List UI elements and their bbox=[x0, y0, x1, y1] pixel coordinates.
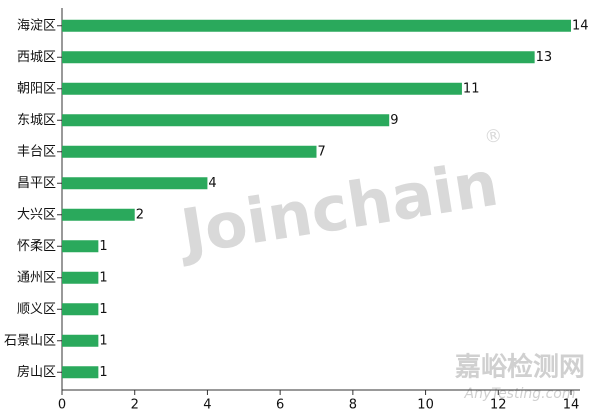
y-tick-label: 石景山区 bbox=[4, 333, 56, 348]
watermark: Joinchain bbox=[172, 147, 503, 270]
y-tick-label: 房山区 bbox=[17, 364, 56, 380]
data-label: 7 bbox=[318, 144, 326, 159]
bar bbox=[62, 303, 99, 316]
y-tick-label: 昌平区 bbox=[17, 176, 56, 191]
x-tick-label: 12 bbox=[490, 398, 507, 413]
watermark: 嘉峪检测网 bbox=[455, 352, 585, 383]
bar bbox=[62, 240, 99, 253]
y-tick-label: 朝阳区 bbox=[17, 81, 56, 96]
data-label: 1 bbox=[99, 302, 107, 317]
watermark: AnyTesting.com bbox=[464, 386, 576, 402]
x-tick-label: 2 bbox=[131, 398, 139, 413]
bar bbox=[62, 82, 462, 95]
bar bbox=[62, 114, 390, 127]
x-tick-label: 14 bbox=[563, 398, 580, 413]
data-label: 2 bbox=[136, 207, 144, 222]
x-tick-label: 8 bbox=[349, 398, 357, 413]
y-tick-label: 丰台区 bbox=[17, 144, 56, 159]
bar bbox=[62, 145, 317, 158]
bar bbox=[62, 19, 571, 32]
data-label: 1 bbox=[99, 239, 107, 254]
y-tick-label: 大兴区 bbox=[17, 207, 56, 222]
data-label: 9 bbox=[390, 113, 398, 128]
bar bbox=[62, 208, 135, 221]
watermark: ® bbox=[483, 125, 504, 149]
bar bbox=[62, 271, 99, 284]
y-tick-label: 西城区 bbox=[17, 50, 56, 65]
x-tick-label: 6 bbox=[276, 398, 284, 413]
y-tick-label: 海淀区 bbox=[17, 18, 56, 33]
data-label: 13 bbox=[536, 50, 553, 65]
y-tick-label: 通州区 bbox=[17, 270, 56, 285]
y-tick-label: 顺义区 bbox=[17, 302, 56, 317]
data-label: 11 bbox=[463, 81, 480, 96]
y-tick-label: 怀柔区 bbox=[17, 239, 56, 254]
bar bbox=[62, 51, 535, 64]
data-label: 4 bbox=[208, 176, 216, 191]
data-label: 1 bbox=[99, 333, 107, 348]
bar bbox=[62, 177, 208, 190]
data-label: 1 bbox=[99, 270, 107, 285]
data-label: 1 bbox=[99, 365, 107, 380]
x-tick-label: 0 bbox=[58, 398, 66, 413]
y-tick-label: 东城区 bbox=[17, 113, 56, 128]
bar bbox=[62, 334, 99, 347]
bar bbox=[62, 366, 99, 379]
data-label: 14 bbox=[572, 18, 589, 33]
x-tick-label: 10 bbox=[417, 398, 434, 413]
x-tick-label: 4 bbox=[203, 398, 211, 413]
